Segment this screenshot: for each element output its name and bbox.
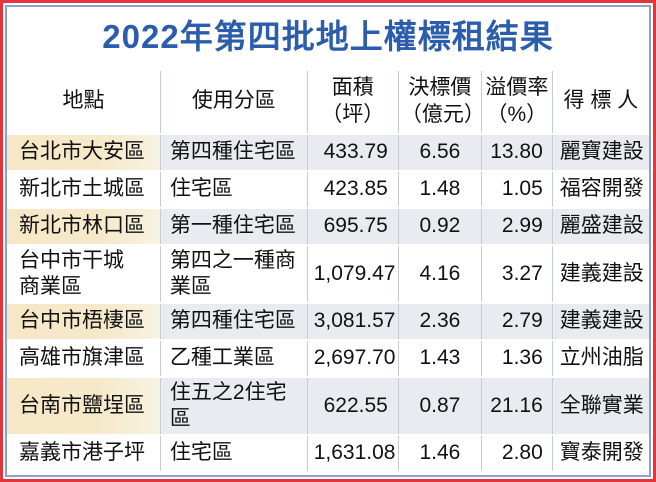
cell-winner: 建義建設 <box>559 261 644 285</box>
cell-winner: 立州油脂 <box>559 346 644 370</box>
cell-zone: 第一種住宅區 <box>160 208 308 244</box>
col-header-winner: 得 標 人 <box>563 89 639 113</box>
cell-premium: 2.99 <box>481 208 553 244</box>
cell-price: 0.92 <box>398 208 482 244</box>
cell-price: 4.16 <box>399 245 482 302</box>
cell-zone: 第四之一種商 業區 <box>161 245 308 302</box>
cell-zone: 住宅區 <box>161 435 308 471</box>
page-title: 2022年第四批地上權標租結果 <box>102 18 554 55</box>
cell-premium: 2.80 <box>482 435 553 471</box>
table-row: 高雄市旗津區 乙種工業區 2,697.70 1.43 1.36 立州油脂 <box>7 340 649 376</box>
cell-price: 1.48 <box>399 171 482 207</box>
cell-area: 1,631.08 <box>308 435 399 471</box>
cell-area: 622.55 <box>307 377 399 434</box>
col-header-zone: 使用分區 <box>161 70 308 133</box>
footer-bar: 資料來源：財政部 製表：傅沁怡 <box>7 474 649 477</box>
cell-winner: 麗寶建設 <box>552 134 649 170</box>
cell-winner: 麗盛建設 <box>552 208 649 244</box>
cell-premium: 13.80 <box>481 134 553 170</box>
cell-zone: 第四種住宅區 <box>160 303 308 339</box>
cell-zone: 住宅區 <box>161 171 308 207</box>
cell-winner: 建義建設 <box>552 303 649 339</box>
cell-area: 433.79 <box>307 134 399 170</box>
cell-zone: 住五之2住宅區 <box>160 377 308 434</box>
cell-location: 台南市鹽埕區 <box>7 377 161 434</box>
col-header-premium: 溢價率 （%） <box>482 70 553 133</box>
cell-zone: 乙種工業區 <box>161 340 308 376</box>
cell-premium: 2.79 <box>481 303 553 339</box>
table-row: 台南市鹽埕區 住五之2住宅區 622.55 0.87 21.16 全聯實業 <box>7 377 649 434</box>
cell-premium: 3.27 <box>482 245 553 302</box>
col-header-price: 決標價 （億元） <box>399 70 485 133</box>
infographic-inner-border: 2022年第四批地上權標租結果 地點 使用分區 面積 （坪） 決標價 （億元） … <box>5 5 651 477</box>
cell-zone: 第四種住宅區 <box>160 134 308 170</box>
cell-winner: 全聯實業 <box>552 377 649 434</box>
cell-area: 695.75 <box>307 208 399 244</box>
cell-location: 台中市梧棲區 <box>7 303 161 339</box>
cell-location: 新北市林口區 <box>7 208 161 244</box>
table-row: 新北市林口區 第一種住宅區 695.75 0.92 2.99 麗盛建設 <box>7 208 649 244</box>
cell-area: 2,697.70 <box>308 340 399 376</box>
cell-winner: 寶泰開發 <box>559 441 644 465</box>
credit-label: 製表：傅沁怡 <box>525 476 639 477</box>
cell-premium: 1.36 <box>482 340 553 376</box>
cell-premium: 1.05 <box>482 171 553 207</box>
cell-location: 嘉義市港子坪 <box>7 435 161 471</box>
cell-price: 0.87 <box>398 377 482 434</box>
table-row: 嘉義市港子坪 住宅區 1,631.08 1.46 2.80 寶泰開發 <box>7 435 649 471</box>
cell-location: 台中市干城 商業區 <box>7 245 161 302</box>
col-header-location: 地點 <box>7 70 161 133</box>
table-row: 台中市梧棲區 第四種住宅區 3,081.57 2.36 2.79 建義建設 <box>7 303 649 339</box>
cell-location: 新北市土城區 <box>7 171 161 207</box>
cell-premium: 21.16 <box>481 377 553 434</box>
table-row: 台中市干城 商業區 第四之一種商 業區 1,079.47 4.16 3.27 建… <box>7 245 649 302</box>
data-source-label: 資料來源：財政部 <box>17 476 169 477</box>
cell-location: 高雄市旗津區 <box>7 340 161 376</box>
table-row: 台北市大安區 第四種住宅區 433.79 6.56 13.80 麗寶建設 <box>7 134 649 170</box>
table-header-row: 地點 使用分區 面積 （坪） 決標價 （億元） 溢價率 （%） 得 標 人 <box>7 70 649 133</box>
cell-price: 1.43 <box>399 340 482 376</box>
cell-area: 423.85 <box>308 171 399 207</box>
col-header-area: 面積 （坪） <box>308 70 399 133</box>
cell-price: 6.56 <box>398 134 482 170</box>
table-row: 新北市土城區 住宅區 423.85 1.48 1.05 福容開發 <box>7 171 649 207</box>
cell-area: 3,081.57 <box>307 303 399 339</box>
cell-location: 台北市大安區 <box>7 134 161 170</box>
results-table: 地點 使用分區 面積 （坪） 決標價 （億元） 溢價率 （%） 得 標 人 台北… <box>7 69 649 473</box>
cell-winner: 福容開發 <box>559 177 644 201</box>
cell-price: 1.46 <box>399 435 482 471</box>
cell-price: 2.36 <box>398 303 482 339</box>
cell-area: 1,079.47 <box>308 245 399 302</box>
